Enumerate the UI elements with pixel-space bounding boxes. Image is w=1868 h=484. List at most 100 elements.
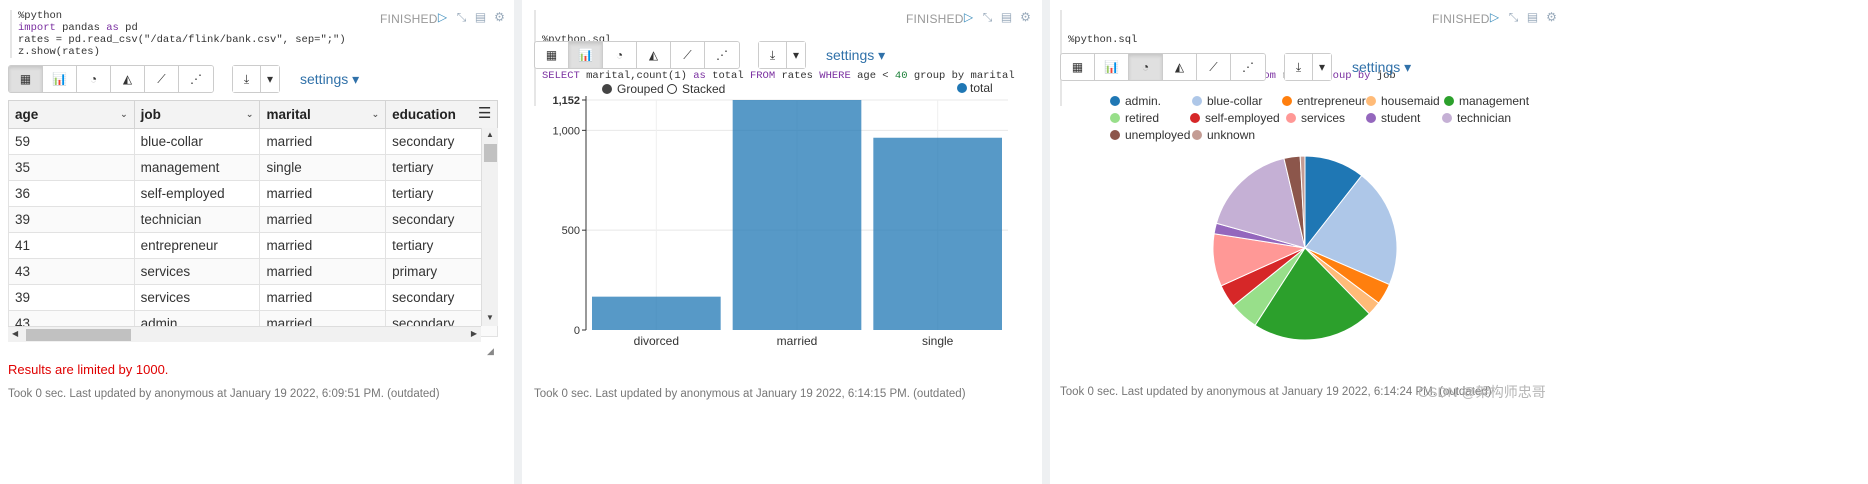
paragraph-3: %python.sql select job,count(1) as total… bbox=[1050, 0, 1568, 484]
legend-item[interactable]: technician bbox=[1442, 111, 1511, 125]
code-token: 40 bbox=[894, 70, 908, 82]
pie-slice[interactable] bbox=[1299, 155, 1306, 249]
scroll-up-icon[interactable]: ▲ bbox=[486, 130, 494, 139]
legend-item[interactable]: retired bbox=[1110, 111, 1159, 125]
settings-link[interactable]: settings ▾ bbox=[1352, 58, 1412, 75]
settings-link[interactable]: settings ▾ bbox=[300, 70, 360, 87]
resize-handle-icon[interactable]: ◢ bbox=[487, 346, 494, 356]
horizontal-scroll-thumb[interactable] bbox=[26, 329, 131, 341]
pie-chart-button[interactable]: ◔ bbox=[77, 66, 111, 92]
scroll-left-icon[interactable]: ◀ bbox=[12, 329, 19, 338]
expand-icon[interactable]: ⤡ bbox=[456, 10, 467, 24]
table-cell: 36 bbox=[8, 180, 135, 207]
book-icon[interactable]: ▤ bbox=[1526, 10, 1539, 24]
line-chart-button[interactable]: ⟋ bbox=[1197, 54, 1231, 80]
legend-item[interactable]: self-employed bbox=[1190, 111, 1280, 125]
visualization-toolbar: ▦ 📊 ◔ ◭ ⟋ ⋰ ⤓ ▾ settings ▾ bbox=[534, 41, 885, 69]
bar-chart-button[interactable]: 📊 bbox=[43, 66, 77, 92]
column-menu-icon[interactable]: ☰ bbox=[478, 105, 492, 122]
pie-chart-button[interactable]: ◔ bbox=[1129, 54, 1163, 80]
run-icon[interactable]: ▷ bbox=[1489, 10, 1500, 24]
download-caret-button[interactable]: ▾ bbox=[1313, 54, 1331, 80]
table-row[interactable]: 39 services married secondary bbox=[8, 284, 498, 311]
gear-icon[interactable]: ⚙ bbox=[494, 10, 505, 24]
column-header[interactable]: age ⌄ bbox=[8, 100, 135, 129]
scroll-down-icon[interactable]: ▼ bbox=[486, 313, 494, 322]
legend-item[interactable]: blue-collar bbox=[1192, 94, 1262, 108]
line-chart-button[interactable]: ⟋ bbox=[145, 66, 179, 92]
legend-label: total bbox=[970, 81, 993, 95]
scatter-chart-button[interactable]: ⋰ bbox=[705, 42, 739, 68]
download-button[interactable]: ⤓ bbox=[1285, 54, 1313, 80]
code-token: total bbox=[705, 70, 750, 82]
run-icon[interactable]: ▷ bbox=[437, 10, 448, 24]
table-view-button[interactable]: ▦ bbox=[535, 42, 569, 68]
bar-chart-button[interactable]: 📊 bbox=[1095, 54, 1129, 80]
grouped-label: Grouped bbox=[617, 82, 664, 96]
radio-selected-icon bbox=[602, 84, 612, 94]
table-row[interactable]: 39 technician married secondary bbox=[8, 206, 498, 233]
legend-item[interactable]: management bbox=[1444, 94, 1529, 108]
column-header[interactable]: education bbox=[385, 100, 498, 129]
book-icon[interactable]: ▤ bbox=[474, 10, 487, 24]
scatter-chart-button[interactable]: ⋰ bbox=[1231, 54, 1265, 80]
book-icon[interactable]: ▤ bbox=[1000, 10, 1013, 24]
chevron-down-icon[interactable]: ⌄ bbox=[371, 109, 380, 119]
gear-icon[interactable]: ⚙ bbox=[1020, 10, 1031, 24]
horizontal-scrollbar[interactable]: ◀ ▶ bbox=[8, 326, 481, 342]
pie-slice[interactable] bbox=[1215, 157, 1306, 249]
table-row[interactable]: 59 blue-collar married secondary bbox=[8, 128, 498, 155]
download-caret-button[interactable]: ▾ bbox=[787, 42, 805, 68]
chevron-down-icon[interactable]: ⌄ bbox=[120, 109, 128, 119]
download-button[interactable]: ⤓ bbox=[233, 66, 261, 92]
legend-item[interactable]: admin. bbox=[1110, 94, 1161, 108]
pie-chart-button[interactable]: ◔ bbox=[603, 42, 637, 68]
vertical-scrollbar[interactable]: ▲ ▼ bbox=[481, 128, 498, 326]
chevron-down-icon[interactable]: ⌄ bbox=[245, 109, 254, 119]
expand-icon[interactable]: ⤡ bbox=[1508, 10, 1519, 24]
table-row[interactable]: 35 management single tertiary bbox=[8, 154, 498, 181]
grouped-radio[interactable]: Grouped bbox=[602, 82, 664, 96]
column-header[interactable]: marital ⌄ bbox=[259, 100, 387, 129]
expand-icon[interactable]: ⤡ bbox=[982, 10, 993, 24]
download-button[interactable]: ⤓ bbox=[759, 42, 787, 68]
table-cell: 39 bbox=[8, 284, 135, 311]
scatter-chart-button[interactable]: ⋰ bbox=[179, 66, 213, 92]
paragraph-footer: Took 0 sec. Last updated by anonymous at… bbox=[8, 388, 440, 400]
table-row[interactable]: 41 entrepreneur married tertiary bbox=[8, 232, 498, 259]
table-view-button[interactable]: ▦ bbox=[1061, 54, 1095, 80]
legend-item[interactable]: unemployed bbox=[1110, 128, 1190, 142]
legend-item[interactable]: services bbox=[1286, 111, 1345, 125]
stacked-radio[interactable]: Stacked bbox=[667, 82, 725, 96]
legend-label: admin. bbox=[1125, 94, 1162, 108]
table-row[interactable]: 36 self-employed married tertiary bbox=[8, 180, 498, 207]
code-token: pandas bbox=[55, 22, 107, 34]
download-caret-button[interactable]: ▾ bbox=[261, 66, 279, 92]
area-chart-button[interactable]: ◭ bbox=[111, 66, 145, 92]
paragraph-controls: ▷ ⤡ ▤ ⚙ bbox=[962, 11, 1032, 24]
code-token: z.show(rates) bbox=[18, 46, 100, 58]
scroll-right-icon[interactable]: ▶ bbox=[470, 329, 477, 338]
run-icon[interactable]: ▷ bbox=[963, 10, 974, 24]
legend-item[interactable]: entrepreneur bbox=[1282, 94, 1366, 108]
line-chart-button[interactable]: ⟋ bbox=[671, 42, 705, 68]
code-editor[interactable]: %python import pandas as pd rates = pd.rea… bbox=[10, 10, 346, 58]
pie-chart bbox=[1212, 155, 1398, 341]
column-header-label: age bbox=[15, 107, 39, 122]
column-header[interactable]: job ⌄ bbox=[133, 100, 261, 129]
gear-icon[interactable]: ⚙ bbox=[1546, 10, 1557, 24]
legend-item[interactable]: housemaid bbox=[1366, 94, 1440, 108]
area-chart-button[interactable]: ◭ bbox=[1163, 54, 1197, 80]
settings-link[interactable]: settings ▾ bbox=[826, 46, 886, 63]
pie-slice[interactable] bbox=[1254, 247, 1370, 341]
code-token: %python bbox=[18, 10, 63, 22]
table-row[interactable]: 43 services married primary bbox=[8, 258, 498, 285]
table-cell: self-employed bbox=[133, 180, 261, 207]
table-view-button[interactable]: ▦ bbox=[9, 66, 43, 92]
pie-slice[interactable] bbox=[1304, 174, 1398, 286]
vertical-scroll-thumb[interactable] bbox=[484, 144, 497, 162]
bar-chart-button[interactable]: 📊 bbox=[569, 42, 603, 68]
area-chart-button[interactable]: ◭ bbox=[637, 42, 671, 68]
legend-item[interactable]: student bbox=[1366, 111, 1420, 125]
legend-item[interactable]: unknown bbox=[1192, 128, 1255, 142]
